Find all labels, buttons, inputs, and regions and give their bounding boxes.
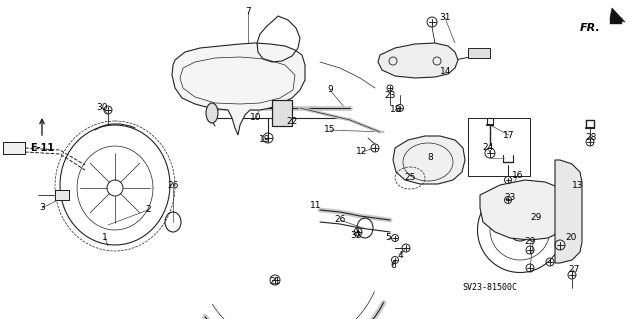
Text: 5: 5 xyxy=(385,234,391,242)
Bar xyxy=(55,190,69,200)
Text: 17: 17 xyxy=(503,130,515,139)
Polygon shape xyxy=(172,43,305,135)
Text: 29: 29 xyxy=(524,238,536,247)
Text: 7: 7 xyxy=(245,8,251,17)
Text: 23: 23 xyxy=(504,194,516,203)
Text: 14: 14 xyxy=(440,68,452,77)
Bar xyxy=(3,142,25,154)
Bar xyxy=(468,48,490,58)
Polygon shape xyxy=(555,160,582,263)
Bar xyxy=(468,118,530,176)
Text: 28: 28 xyxy=(586,133,596,143)
Ellipse shape xyxy=(206,103,218,123)
Text: 9: 9 xyxy=(327,85,333,94)
Text: 26: 26 xyxy=(167,181,179,189)
Text: 23: 23 xyxy=(384,91,396,100)
Text: 31: 31 xyxy=(439,13,451,23)
Polygon shape xyxy=(480,180,570,240)
Text: 6: 6 xyxy=(390,262,396,271)
Text: 30: 30 xyxy=(96,103,108,113)
Text: 8: 8 xyxy=(427,152,433,161)
Text: 11: 11 xyxy=(310,201,322,210)
Polygon shape xyxy=(610,8,625,22)
Polygon shape xyxy=(393,136,465,184)
Text: 26: 26 xyxy=(334,216,346,225)
Text: 3: 3 xyxy=(39,204,45,212)
Text: 19: 19 xyxy=(259,136,271,145)
Text: 24: 24 xyxy=(483,144,493,152)
Polygon shape xyxy=(378,43,458,78)
Text: 2: 2 xyxy=(145,205,151,214)
Text: 22: 22 xyxy=(286,117,298,127)
Text: 1: 1 xyxy=(102,234,108,242)
Bar xyxy=(610,18,622,24)
Text: 21: 21 xyxy=(269,278,281,286)
Text: SV23-81500C: SV23-81500C xyxy=(463,284,518,293)
Text: 32: 32 xyxy=(350,231,362,240)
Text: 25: 25 xyxy=(404,174,416,182)
Text: 13: 13 xyxy=(572,181,584,189)
Text: 16: 16 xyxy=(512,170,524,180)
Bar xyxy=(3,142,25,154)
Text: 10: 10 xyxy=(250,114,262,122)
Bar xyxy=(272,100,292,126)
Text: 15: 15 xyxy=(324,125,336,135)
Text: FR.: FR. xyxy=(580,23,601,33)
Text: 29: 29 xyxy=(531,213,541,222)
Bar xyxy=(272,100,292,126)
Bar xyxy=(55,190,69,200)
Text: 20: 20 xyxy=(565,234,577,242)
Text: 4: 4 xyxy=(397,250,403,259)
Text: E-11: E-11 xyxy=(30,143,54,153)
Text: 12: 12 xyxy=(356,147,368,157)
Text: 18: 18 xyxy=(390,106,402,115)
Text: 27: 27 xyxy=(568,265,580,275)
